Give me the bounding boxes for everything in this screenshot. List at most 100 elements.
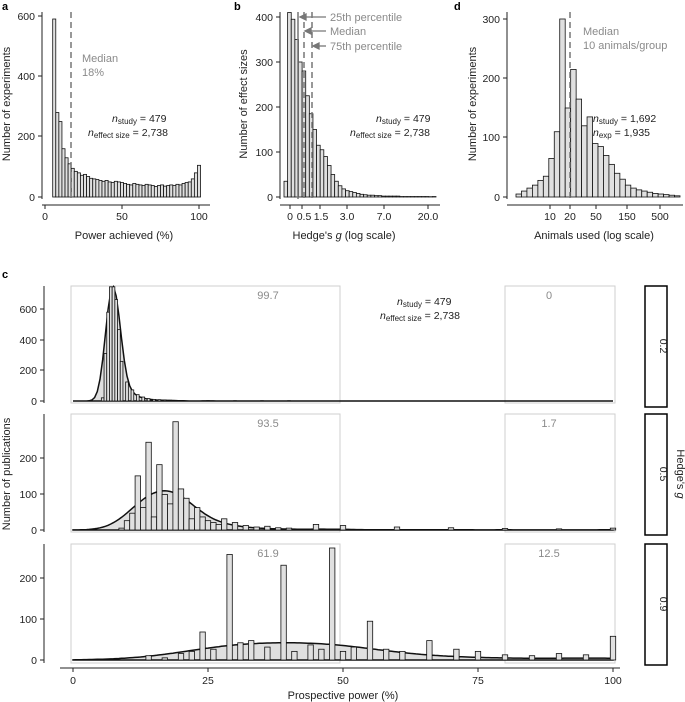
panel-c: 99.7 0 nstudy = 479 neffect size = 2,738… — [1, 284, 685, 702]
facet-1-bar — [141, 396, 145, 402]
panel-a-bar — [101, 180, 106, 198]
panel-b-bar — [290, 18, 296, 198]
facet-1-stat-study: nstudy = 479 — [397, 296, 452, 309]
panel-d-xtick-label: 150 — [618, 211, 636, 223]
panel-a-bar — [120, 182, 124, 198]
panel-a-bar — [178, 184, 183, 198]
facet-1-bar — [103, 353, 108, 402]
facet-2-right-pct: 1.7 — [541, 418, 556, 430]
panel-a-bar — [181, 183, 186, 198]
panel-a-bar — [98, 180, 103, 198]
facet-2-bar — [242, 525, 249, 531]
panel-a-bar — [135, 183, 140, 198]
panel-d-bar — [668, 194, 675, 198]
panel-c-xtick-label: 100 — [604, 675, 622, 687]
panel-b-bar — [323, 156, 328, 198]
panel-d-bars — [515, 18, 681, 198]
panel-d-bar — [542, 175, 550, 198]
facet-2-bar — [312, 524, 320, 531]
panel-c-xtick-label: 0 — [70, 675, 76, 687]
panel-d-ytick-label: 200 — [482, 73, 500, 85]
facet-2-ytick-label: 0 — [31, 525, 37, 537]
facet-2-left-pct: 93.5 — [257, 418, 278, 430]
panel-a-bar — [141, 185, 146, 198]
facet-2-bar — [183, 497, 190, 531]
panel-b: 25th percentile Median 75th percentile n… — [238, 12, 440, 242]
panel-a-bar — [123, 183, 128, 198]
facet-3-bar — [307, 644, 314, 661]
facet-1-left-box — [70, 285, 341, 404]
panel-d-annotation-line2: 10 animals/group — [583, 40, 667, 52]
panel-a-xtick-label: 100 — [190, 211, 208, 223]
panel-a-bar — [107, 181, 112, 198]
panel-d-bar — [521, 190, 528, 198]
panel-a: Median 18% nstudy = 479 neffect size = 2… — [1, 11, 210, 242]
panel-letter-a: a — [2, 1, 9, 13]
facet-3-bar — [237, 642, 244, 661]
facet-2-bar — [393, 526, 401, 531]
panel-d-xticks: 10 20 50 150 500 — [544, 205, 669, 223]
panel-d-bar — [532, 184, 539, 198]
panel-d-bar — [603, 155, 610, 198]
facet-1-bar — [130, 389, 135, 402]
panel-a-bar — [153, 186, 158, 198]
facet-1-bars — [100, 286, 291, 402]
panel-b-bar — [363, 194, 368, 198]
facet-3-bar — [426, 640, 433, 661]
panel-d-bar — [641, 190, 648, 198]
panel-b-bar — [384, 195, 390, 198]
facet-1-bar — [136, 394, 140, 402]
facet-2-bar — [609, 527, 617, 531]
facet-3-ytick-label: 0 — [31, 655, 37, 667]
panel-b-xtick-label: 0 — [287, 211, 293, 223]
panel-b-bar — [327, 165, 332, 198]
panel-d-xtick-label: 10 — [544, 211, 556, 223]
facet-3-bar — [582, 654, 590, 661]
panel-letter-d: d — [454, 1, 461, 13]
panel-d-bar — [619, 178, 626, 198]
panel-c-xtick-label: 50 — [337, 675, 349, 687]
facet-2-left-box — [70, 413, 341, 533]
facet-2-bar — [204, 520, 212, 531]
facet-1-strip — [644, 285, 668, 408]
facet-2-bar — [215, 524, 222, 531]
facet-1-bar — [106, 311, 110, 402]
panel-b-bar — [381, 195, 386, 198]
panel-b-median-label: Median — [330, 26, 366, 38]
panel-a-bar — [80, 174, 84, 198]
facet-1-bar — [111, 286, 116, 402]
panel-b-xlabel: Hedge's g (log scale) — [293, 230, 396, 242]
panel-a-stat-effect: neffect size = 2,738 — [88, 127, 168, 140]
panel-c-xtick-label: 75 — [472, 675, 484, 687]
facet-3-bar — [339, 650, 347, 661]
panel-a-bar — [61, 148, 66, 198]
facet-1-bar — [163, 399, 167, 402]
facet-2-bar — [150, 516, 158, 531]
panel-b-xtick-label: 3.0 — [340, 211, 355, 223]
panel-a-bar — [95, 179, 100, 198]
facet-2-bar — [275, 527, 282, 531]
panel-b-xtick-label: 0.5 — [297, 211, 312, 223]
facet-1-right-pct: 0 — [546, 290, 552, 302]
facet-3-bar — [350, 646, 357, 661]
panel-a-bar — [166, 185, 171, 198]
facet-2-ytick-label: 200 — [19, 453, 37, 465]
panel-a-bar — [138, 184, 143, 198]
facet-3-left-pct: 61.9 — [257, 548, 278, 560]
panel-a-annotation-line1: Median — [82, 53, 118, 65]
panel-a-bar — [169, 184, 174, 198]
facet-2-bar — [194, 507, 201, 531]
panel-d-annotation-line1: Median — [583, 26, 619, 38]
facet-1-bar — [146, 398, 151, 402]
panel-a-bar — [144, 183, 149, 198]
facet-2-yticks: 0 100 200 — [19, 453, 44, 537]
facet-2-bar — [555, 528, 563, 531]
panel-a-bar — [116, 181, 121, 198]
panel-b-bar — [366, 194, 372, 198]
panel-a-bar — [184, 182, 189, 198]
facet-1-bar — [119, 360, 124, 402]
facet-2-bar — [253, 526, 260, 531]
panel-d-bar — [559, 18, 566, 198]
facet-2-bar — [129, 512, 136, 531]
panel-a-bar — [55, 112, 60, 198]
